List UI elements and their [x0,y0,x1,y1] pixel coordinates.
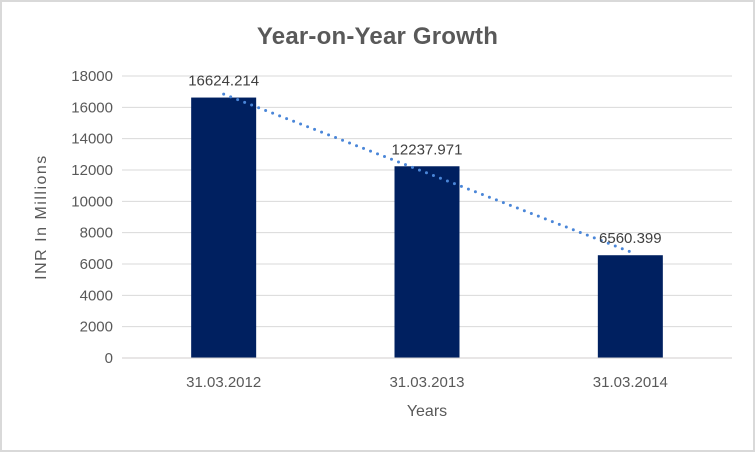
bar [394,166,460,358]
x-category-label: 31.03.2012 [186,374,261,391]
bar [191,97,257,358]
y-tick-label: 18000 [71,68,113,85]
data-label: 16624.214 [188,73,259,90]
x-category-label: 31.03.2013 [389,374,464,391]
trendline [222,92,632,254]
y-tick-label: 12000 [71,162,113,179]
y-tick-label: 14000 [71,131,113,148]
data-label: 12237.971 [392,141,463,158]
y-tick-label: 8000 [80,225,113,242]
data-label: 6560.399 [599,230,662,247]
bar [597,255,663,358]
x-category-label: 31.03.2014 [593,374,668,391]
y-tick-label: 6000 [80,256,113,273]
y-tick-label: 2000 [80,319,113,336]
y-tick-label: 10000 [71,193,113,210]
chart-title: Year-on-Year Growth [256,23,499,50]
x-axis-title: Years [406,403,448,420]
y-tick-label: 4000 [80,287,113,304]
y-tick-label: 16000 [71,99,113,116]
y-tick-label: 0 [105,350,113,367]
